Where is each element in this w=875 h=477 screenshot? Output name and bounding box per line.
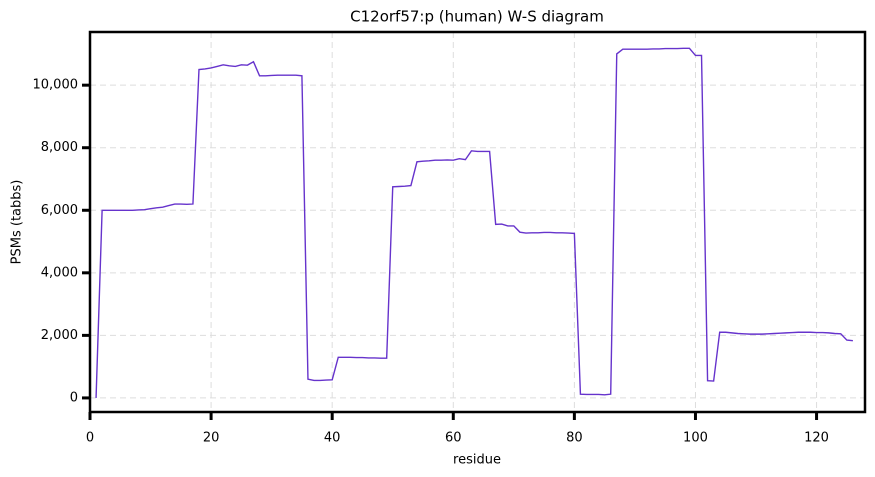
y-tick-label: 10,000	[33, 78, 79, 93]
y-tick-label: 8,000	[41, 140, 78, 155]
x-tick-label: 0	[86, 431, 94, 446]
x-tick-label: 60	[445, 431, 462, 446]
x-tick-label: 100	[683, 431, 708, 446]
y-tick-label: 4,000	[41, 265, 78, 280]
x-tick-label: 120	[804, 431, 829, 446]
y-tick-label: 6,000	[41, 203, 78, 218]
y-axis-label: PSMs (tabbs)	[10, 180, 25, 265]
y-tick-label: 0	[70, 390, 78, 405]
x-axis-label: residue	[453, 453, 501, 468]
y-tick-label: 2,000	[41, 328, 78, 343]
x-tick-label: 40	[324, 431, 341, 446]
x-tick-label: 80	[566, 431, 583, 446]
data-line	[95, 47, 853, 398]
plot-frame	[88, 30, 867, 414]
x-tick-label: 20	[203, 431, 220, 446]
chart-title: C12orf57:p (human) W-S diagram	[350, 8, 604, 26]
